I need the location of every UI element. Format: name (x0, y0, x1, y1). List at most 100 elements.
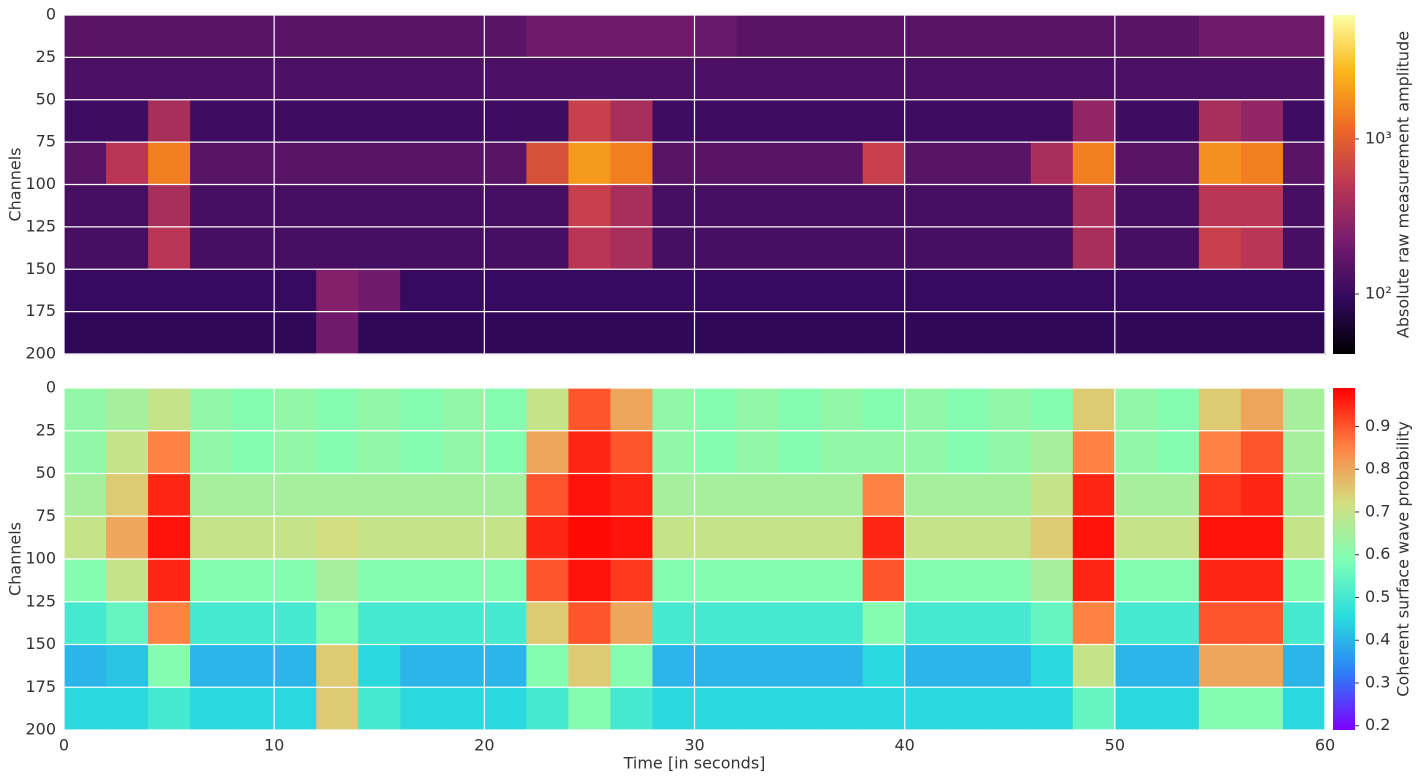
heatmap-cell (694, 473, 738, 517)
heatmap-cell (1198, 15, 1242, 58)
heatmap-cell (106, 516, 149, 560)
heatmap-cell (1240, 226, 1284, 270)
heatmap-cell (274, 430, 317, 475)
heatmap-cell (190, 142, 233, 186)
colorbar-tick-label: 10³ (1365, 128, 1392, 147)
heatmap-cell (862, 226, 906, 270)
heatmap-cell (1072, 15, 1116, 58)
heatmap-cell (148, 226, 191, 270)
heatmap-cell (1240, 99, 1284, 143)
heatmap-cell (400, 99, 443, 143)
heatmap-cell (946, 269, 990, 313)
heatmap-cell (1156, 430, 1200, 475)
heatmap-cell (526, 644, 569, 688)
y-axis-label: Channels (6, 522, 25, 596)
heatmap-cell (148, 559, 191, 603)
heatmap-cell (316, 687, 359, 731)
heatmap-cell (64, 430, 107, 475)
heatmap-cell (526, 269, 569, 313)
heatmap-cell (610, 226, 654, 270)
heatmap-cell (484, 311, 527, 355)
heatmap-cell (232, 388, 275, 432)
y-tick-label: 50 (36, 463, 56, 482)
heatmap-cell (1072, 687, 1116, 731)
heatmap-cell (484, 269, 527, 313)
heatmap-cell (610, 644, 654, 688)
heatmap-cell (652, 15, 696, 58)
heatmap-cell (1072, 142, 1116, 186)
heatmap-cell (1198, 269, 1242, 313)
heatmap-cell (1072, 184, 1116, 228)
y-tick-label: 125 (25, 591, 56, 610)
heatmap-cell (1030, 99, 1074, 143)
heatmap-cell (736, 184, 780, 228)
heatmap-cell (190, 57, 233, 101)
heatmap-cell (568, 57, 612, 101)
heatmap-cell (736, 15, 780, 58)
heatmap-cell (778, 184, 822, 228)
heatmap-cell (946, 388, 990, 432)
heatmap-cell (568, 311, 612, 355)
heatmap-cell (568, 430, 612, 475)
heatmap-cell (736, 601, 780, 646)
heatmap-cell (652, 559, 696, 603)
heatmap-cell (400, 559, 443, 603)
heatmap-cell (316, 601, 359, 646)
heatmap-cell (946, 601, 990, 646)
heatmap-cell (64, 142, 107, 186)
heatmap-cell (1030, 687, 1074, 731)
heatmap-cell (274, 57, 317, 101)
heatmap-cell (106, 311, 149, 355)
heatmap-cell (820, 142, 864, 186)
heatmap-cell (358, 269, 401, 313)
heatmap-cell (778, 559, 822, 603)
heatmap-cell (904, 269, 948, 313)
heatmap-cell (1198, 388, 1242, 432)
heatmap-cell (568, 142, 612, 186)
heatmap-cell (1072, 311, 1116, 355)
heatmap-cell (106, 388, 149, 432)
heatmap-cell (484, 184, 527, 228)
heatmap-cell (778, 269, 822, 313)
heatmap-cell (820, 15, 864, 58)
heatmap-panel (63, 387, 1326, 731)
heatmap-cell (316, 388, 359, 432)
heatmap-cell (568, 99, 612, 143)
heatmap-panel (63, 14, 1326, 355)
heatmap-cell (106, 430, 149, 475)
heatmap-cell (1114, 473, 1158, 517)
heatmap-cell (316, 184, 359, 228)
heatmap-cell (1072, 516, 1116, 560)
y-tick-label: 100 (25, 549, 56, 568)
heatmap-cell (1282, 226, 1326, 270)
heatmap-cell (1072, 644, 1116, 688)
heatmap-cell (1072, 473, 1116, 517)
heatmap-cell (652, 388, 696, 432)
heatmap-cell (736, 473, 780, 517)
heatmap-cell (1030, 601, 1074, 646)
heatmap-cell (652, 99, 696, 143)
heatmap-cell (904, 516, 948, 560)
heatmap-cell (442, 99, 485, 143)
heatmap-cell (274, 516, 317, 560)
colorbar-tick-label: 0.7 (1365, 501, 1390, 520)
heatmap-cell (736, 559, 780, 603)
heatmap-cell (694, 601, 738, 646)
heatmap-cell (946, 99, 990, 143)
heatmap-cell (610, 559, 654, 603)
colorbar (1333, 388, 1355, 730)
heatmap-cell (904, 99, 948, 143)
heatmap-cell (1240, 559, 1284, 603)
heatmap-cell (106, 269, 149, 313)
heatmap-cell (274, 184, 317, 228)
heatmap-cell (64, 57, 107, 101)
heatmap-cell (274, 644, 317, 688)
heatmap-cell (526, 57, 569, 101)
heatmap-cell (1282, 388, 1326, 432)
heatmap-cell (1114, 516, 1158, 560)
heatmap-cell (358, 687, 401, 731)
heatmap-cell (568, 559, 612, 603)
heatmap-cell (190, 687, 233, 731)
heatmap-cell (1282, 15, 1326, 58)
